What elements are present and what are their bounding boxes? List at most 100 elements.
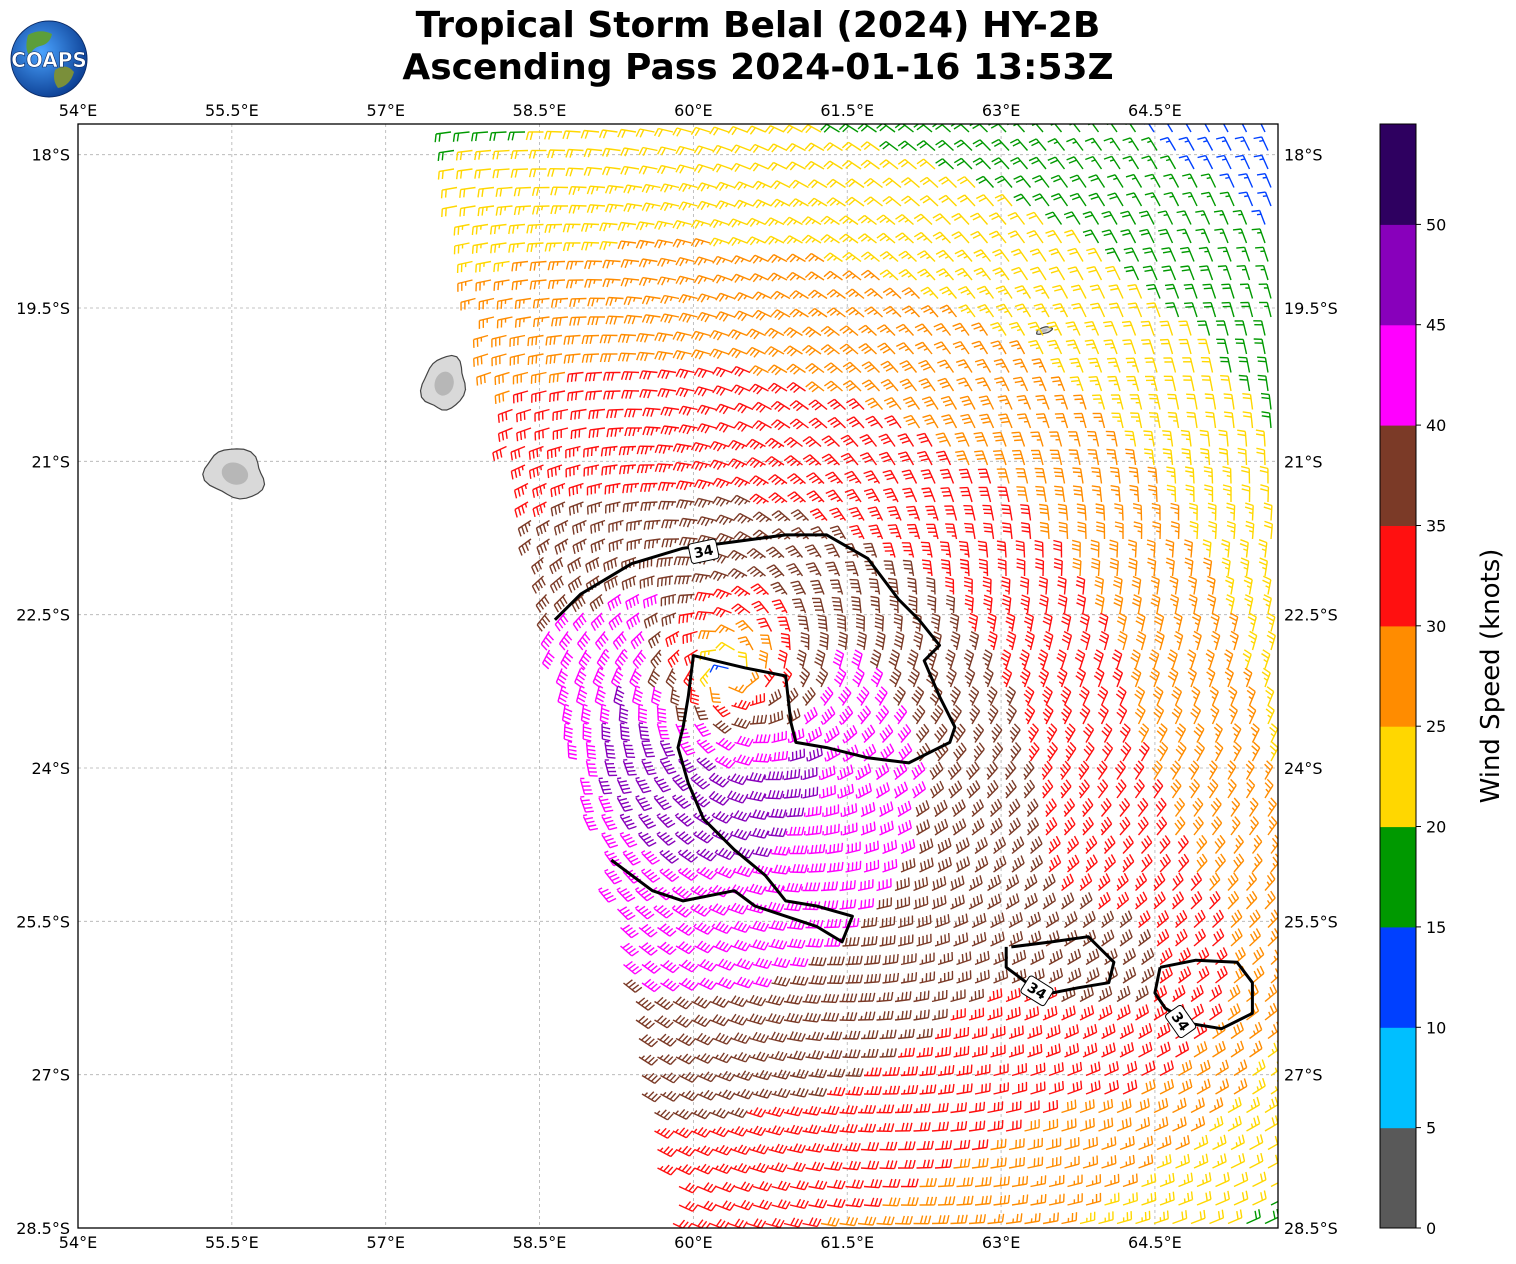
wind-barb bbox=[764, 346, 785, 358]
wind-barb bbox=[937, 377, 955, 392]
wind-barb bbox=[730, 255, 751, 265]
wind-barb bbox=[562, 223, 581, 233]
colorbar-tick-label: 50 bbox=[1426, 215, 1446, 234]
wind-barb bbox=[1067, 266, 1084, 281]
coaps-logo: COAPS bbox=[10, 20, 88, 98]
wind-barb bbox=[916, 140, 936, 152]
wind-barb bbox=[586, 204, 606, 214]
wind-barb bbox=[827, 398, 846, 411]
wind-barb bbox=[1027, 321, 1044, 336]
wind-barb bbox=[544, 130, 563, 140]
wind-barb bbox=[1108, 302, 1124, 318]
wind-barb bbox=[696, 182, 717, 192]
wind-barb bbox=[974, 358, 992, 373]
wind-barb bbox=[1242, 393, 1254, 410]
wind-barb bbox=[563, 353, 581, 364]
wind-barb bbox=[472, 334, 489, 348]
wind-barb bbox=[1159, 338, 1174, 355]
wind-barb bbox=[1253, 338, 1266, 355]
colorbar-tick-label: 10 bbox=[1426, 1018, 1446, 1037]
wind-barb bbox=[516, 427, 532, 442]
wind-barb bbox=[1066, 137, 1084, 151]
wind-barb bbox=[638, 146, 658, 156]
wind-barb bbox=[1163, 191, 1180, 207]
colorbar-tick-label: 5 bbox=[1426, 1119, 1436, 1138]
wind-barb bbox=[547, 168, 566, 177]
wind-barb bbox=[675, 164, 695, 174]
wind-barb bbox=[1070, 284, 1087, 299]
wind-barb bbox=[1201, 375, 1214, 392]
wind-barb bbox=[709, 329, 729, 341]
wind-barb bbox=[617, 352, 637, 362]
wind-barb bbox=[1197, 320, 1211, 336]
wind-barb bbox=[957, 194, 976, 207]
wind-barb bbox=[513, 205, 532, 216]
wind-barb bbox=[749, 273, 769, 283]
plot-title-line1: Tropical Storm Belal (2024) HY-2B bbox=[415, 5, 1101, 46]
wind-barb bbox=[1010, 156, 1029, 170]
wind-barb bbox=[509, 334, 526, 347]
lon-tick-label-bottom: 55.5°E bbox=[205, 1233, 259, 1252]
wind-barb bbox=[602, 259, 621, 269]
wind-barb bbox=[1202, 302, 1217, 318]
wind-barb bbox=[672, 350, 692, 361]
wind-barb bbox=[583, 148, 603, 158]
wind-barb bbox=[1064, 229, 1081, 244]
wind-barb bbox=[1008, 321, 1026, 336]
wind-barb bbox=[1195, 210, 1211, 225]
wind-barb bbox=[880, 360, 899, 373]
wind-barb bbox=[864, 397, 884, 410]
wind-barb bbox=[477, 186, 495, 198]
reunion-island bbox=[202, 448, 266, 500]
wind-barb bbox=[752, 199, 772, 209]
colorbar-tick-label: 0 bbox=[1426, 1219, 1436, 1238]
wind-barb bbox=[494, 371, 510, 386]
wind-barb bbox=[459, 205, 476, 217]
wind-barb bbox=[916, 158, 936, 170]
wind-barb bbox=[746, 236, 766, 246]
wind-barb bbox=[882, 177, 902, 189]
wind-barb bbox=[528, 149, 547, 159]
wind-barb bbox=[733, 292, 754, 302]
wind-barb bbox=[1047, 138, 1066, 151]
wind-barb bbox=[1050, 358, 1066, 373]
wind-barb bbox=[727, 329, 748, 340]
wind-barb bbox=[801, 216, 822, 226]
wind-barb bbox=[690, 349, 711, 360]
mauritius-island bbox=[419, 354, 467, 411]
wind-barb bbox=[975, 175, 995, 188]
wind-barb bbox=[841, 160, 862, 170]
wind-barb bbox=[938, 176, 957, 188]
wind-barb bbox=[532, 205, 550, 215]
wind-barb bbox=[1063, 211, 1081, 225]
wind-barb bbox=[1073, 394, 1087, 410]
lon-tick-label-top: 57°E bbox=[366, 101, 404, 120]
wind-barb bbox=[764, 125, 785, 135]
lat-tick-label-left: 18°S bbox=[31, 146, 70, 165]
wind-barb bbox=[440, 186, 458, 199]
wind-barb bbox=[441, 205, 458, 218]
wind-barb bbox=[693, 386, 714, 397]
wind-barb bbox=[678, 182, 698, 193]
wind-barb bbox=[533, 316, 550, 328]
wind-barb bbox=[820, 124, 840, 133]
wind-barb bbox=[569, 297, 587, 308]
wind-barb bbox=[1146, 283, 1161, 299]
wind-barb bbox=[1084, 339, 1100, 355]
wind-barb bbox=[972, 157, 992, 170]
wind-barb bbox=[1234, 136, 1251, 151]
wind-barb bbox=[841, 141, 862, 152]
wind-barb bbox=[654, 350, 674, 361]
wind-barb bbox=[938, 194, 957, 207]
wind-barb bbox=[562, 130, 581, 140]
wind-barb bbox=[913, 231, 933, 244]
wind-barb bbox=[992, 248, 1010, 262]
wind-barb bbox=[1126, 375, 1140, 392]
wind-barb bbox=[935, 139, 954, 152]
wind-barb bbox=[1167, 393, 1180, 410]
colorbar-tick-label: 30 bbox=[1426, 617, 1446, 636]
wind-barb bbox=[712, 274, 732, 284]
wind-barb bbox=[604, 185, 624, 195]
wind-barb bbox=[693, 145, 714, 155]
wind-barb bbox=[1222, 124, 1229, 133]
